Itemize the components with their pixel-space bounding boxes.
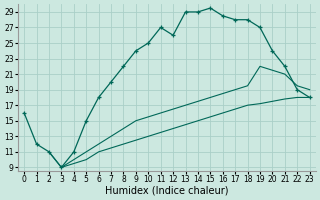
X-axis label: Humidex (Indice chaleur): Humidex (Indice chaleur)	[105, 186, 229, 196]
